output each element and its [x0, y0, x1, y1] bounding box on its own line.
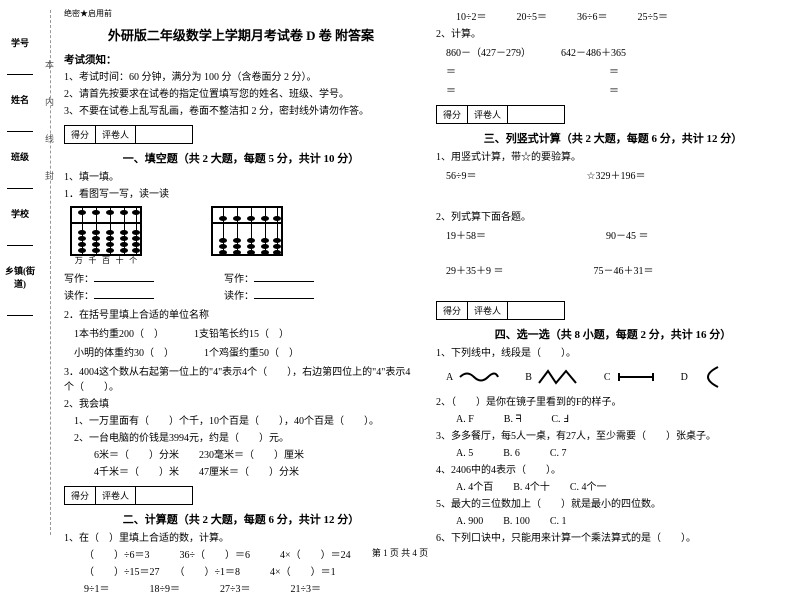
- s2-r4: 10÷2＝ 20÷5＝ 36÷6＝ 25÷5＝: [436, 10, 790, 25]
- spine-field-town: 乡镇(街道): [0, 264, 40, 290]
- s1-q2b: 2、一台电脑的价钱是3994元，约是（ ）元。: [64, 431, 418, 446]
- s4-q4: 4、2406中的4表示（ ）。: [436, 463, 790, 478]
- abacus-1: 万千百十个: [70, 206, 142, 256]
- s1-q2: 2、我会填: [64, 397, 418, 412]
- score-blank[interactable]: [136, 126, 192, 143]
- score-label: 得分: [65, 126, 96, 143]
- s4-q3o: A. 5 B. 6 C. 7: [436, 446, 790, 461]
- spine-field-school: 学校: [7, 207, 33, 220]
- s4-q1-options: A B C D: [446, 365, 790, 389]
- score-box-s4: 得分 评卷人: [436, 301, 565, 320]
- score-box-s3: 得分 评卷人: [436, 105, 565, 124]
- read-blank-2[interactable]: [254, 289, 314, 299]
- s4-q5o: A. 900 B. 100 C. 1: [436, 514, 790, 529]
- spine-field-name: 姓名: [7, 93, 33, 106]
- arc-icon: [694, 365, 724, 389]
- s3-q1b: ☆329＋196＝: [587, 169, 646, 184]
- spine-field-xuehao: 学号: [7, 36, 33, 49]
- s4-q2: 2、（ ）是你在镜子里看到的F的样子。: [436, 395, 790, 410]
- s4-q1: 1、下列线中，线段是（ ）。: [436, 346, 790, 361]
- notice-2: 2、请首先按要求在试卷的指定位置填写您的姓名、班级、学号。: [64, 87, 418, 102]
- s1-q2c2: 4千米＝（ ）米 47厘米＝（ ）分米: [64, 465, 418, 480]
- notice-1: 1、考试时间：60 分钟，满分为 100 分（含卷面分 2 分）。: [64, 70, 418, 85]
- seal-markers: 本内线封: [43, 60, 56, 208]
- s2-eq1b: ＝: [609, 65, 619, 80]
- read-blank-1[interactable]: [94, 289, 154, 299]
- section-2-title: 二、计算题（共 2 大题，每题 6 分，共计 12 分）: [64, 511, 418, 527]
- s2-q2: 2、计算。: [436, 27, 790, 42]
- s3-q2: 2、列式算下面各题。: [436, 210, 790, 225]
- read-label-2: 读作：: [224, 291, 254, 302]
- s2-r3: 9÷1＝ 18÷9＝ 27÷3＝ 21÷3＝: [64, 582, 418, 597]
- s1-q1b: 2．在括号里填上合适的单位名称: [64, 308, 418, 323]
- s1-q2c1: 6米＝（ ）分米 230毫米＝（ ）厘米: [64, 448, 418, 463]
- score-box-s2: 得分 评卷人: [64, 486, 193, 505]
- s4-q2o: A. F B. ᖷ C. Ⅎ: [436, 412, 790, 427]
- abacus-2: [211, 206, 283, 256]
- s1-q1a: 1．看图写一写，读一读: [64, 187, 418, 202]
- reviewer-label: 评卷人: [96, 126, 136, 143]
- s1-q1b-l1b: 1支铅笔长约15（ ）: [194, 327, 289, 342]
- write-label-2: 写作：: [224, 274, 254, 285]
- section-4-title: 四、选一选（共 8 小题，每题 2 分，共计 16 分）: [436, 326, 790, 342]
- wave-icon: [459, 369, 499, 385]
- s1-q2a: 1、一万里面有（ ）个千，10个百是（ ），40个百是（ ）。: [64, 414, 418, 429]
- spine-field-class: 班级: [7, 150, 33, 163]
- exam-title: 外研版二年级数学上学期月考试卷 D 卷 附答案: [64, 25, 418, 44]
- s2-q2a: 860－（427－279）: [436, 46, 531, 61]
- s3-q2d: 75－46＋31＝: [594, 264, 654, 279]
- s2-eq2a: ＝: [436, 84, 456, 99]
- write-blank-1[interactable]: [94, 272, 154, 282]
- s1-q1b-l1a: 1本书约重200（ ）: [64, 327, 164, 342]
- section-1-title: 一、填空题（共 2 大题，每题 5 分，共计 10 分）: [64, 150, 418, 166]
- s1-q1b-l2b: 1个鸡蛋约重50（ ）: [204, 346, 299, 361]
- score-box-s1: 得分 评卷人: [64, 125, 193, 144]
- s4-q4o: A. 4个百 B. 4个十 C. 4个一: [436, 480, 790, 495]
- spine-blank[interactable]: [7, 292, 33, 316]
- write-blank-2[interactable]: [254, 272, 314, 282]
- s2-r2: （ ）÷15＝27 （ ）÷1＝8 4×（ ）＝1: [64, 565, 418, 580]
- s3-q2a: 19＋58＝: [436, 229, 486, 244]
- spine-blank[interactable]: [7, 222, 33, 246]
- spine-blank[interactable]: [7, 51, 33, 75]
- spine-blank[interactable]: [7, 165, 33, 189]
- segment-icon: [617, 369, 655, 385]
- notice-heading: 考试须知：: [64, 52, 418, 67]
- s1-q1: 1、填一填。: [64, 170, 418, 185]
- s2-q1: 1、在（ ）里填上合适的数，计算。: [64, 531, 418, 546]
- s4-q3: 3、多多餐厅，每5人一桌，有27人，至少需要（ ）张桌子。: [436, 429, 790, 444]
- spine-blank[interactable]: [7, 108, 33, 132]
- notice-3: 3、不要在试卷上乱写乱画，卷面不整洁扣 2 分，密封线外请勿作答。: [64, 104, 418, 119]
- section-3-title: 三、列竖式计算（共 2 大题，每题 6 分，共计 12 分）: [436, 130, 790, 146]
- s1-q1b-l2a: 小明的体重约30（ ）: [64, 346, 174, 361]
- s4-q5: 5、最大的三位数加上（ ）就是最小的四位数。: [436, 497, 790, 512]
- s3-q1: 1、用竖式计算，带☆的要验算。: [436, 150, 790, 165]
- s2-eq1a: ＝: [436, 65, 456, 80]
- s3-q2c: 29＋35＋9 ＝: [436, 264, 504, 279]
- s3-q2b: 90－45 ＝: [606, 229, 649, 244]
- secret-label: 绝密★启用前: [64, 8, 418, 19]
- s3-q1a: 56÷9＝: [436, 169, 477, 184]
- page-footer: 第 1 页 共 4 页: [0, 546, 800, 559]
- s1-q1c: 3．4004这个数从右起第一位上的"4"表示4个（ ），右边第四位上的"4"表示…: [64, 365, 418, 395]
- write-label-1: 写作：: [64, 274, 94, 285]
- s2-q2b: 642－486＋365: [561, 46, 626, 61]
- s2-eq2b: ＝: [609, 84, 619, 99]
- read-label-1: 读作：: [64, 291, 94, 302]
- zigzag-icon: [538, 369, 578, 385]
- s4-q6: 6、下列口诀中，只能用来计算一个乘法算式的是（ ）。: [436, 531, 790, 546]
